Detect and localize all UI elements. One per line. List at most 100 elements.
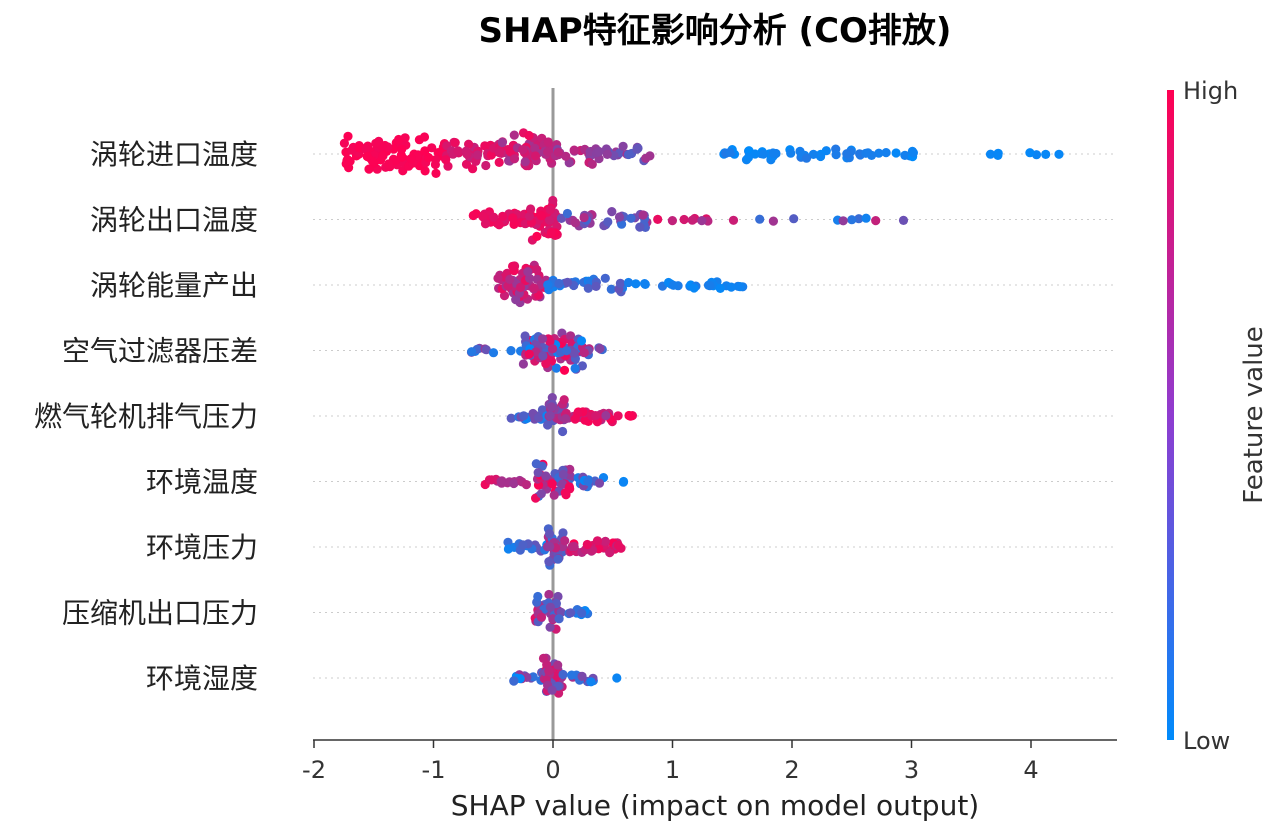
shap-point bbox=[554, 278, 564, 289]
shap-point bbox=[768, 148, 778, 158]
shap-point bbox=[871, 216, 881, 226]
shap-point bbox=[687, 215, 697, 225]
shap-point bbox=[472, 150, 483, 160]
shap-point bbox=[545, 542, 555, 552]
shap-point bbox=[842, 149, 852, 159]
shap-point bbox=[468, 210, 478, 221]
shap-point bbox=[547, 393, 557, 403]
shap-point bbox=[617, 219, 627, 229]
shap-point bbox=[735, 282, 745, 292]
shap-point bbox=[625, 411, 636, 421]
shap-point bbox=[632, 144, 642, 154]
shap-point bbox=[509, 478, 519, 489]
shap-point bbox=[524, 211, 535, 221]
shap-point bbox=[509, 130, 519, 140]
feature-label: 涡轮进口温度 bbox=[90, 138, 258, 171]
shap-point bbox=[728, 215, 739, 225]
shap-point bbox=[558, 426, 568, 437]
shap-point bbox=[547, 479, 557, 489]
shap-point bbox=[580, 415, 590, 425]
shap-point bbox=[538, 334, 548, 344]
data-points bbox=[339, 128, 1064, 698]
shap-point bbox=[801, 153, 812, 163]
shap-point bbox=[548, 344, 558, 354]
x-tick-label: 4 bbox=[1023, 756, 1038, 784]
shap-point bbox=[743, 152, 754, 163]
shap-point bbox=[548, 195, 558, 206]
shap-point bbox=[507, 261, 518, 271]
shap-point bbox=[898, 215, 909, 225]
shap-point bbox=[1025, 148, 1035, 158]
shap-point bbox=[583, 476, 593, 486]
shap-point bbox=[583, 283, 593, 293]
shap-point bbox=[553, 660, 563, 670]
shap-point bbox=[565, 464, 575, 474]
shap-point bbox=[545, 410, 555, 421]
shap-point bbox=[558, 469, 568, 480]
shap-point bbox=[631, 279, 641, 289]
shap-point bbox=[532, 231, 542, 241]
shap-point bbox=[427, 143, 437, 153]
x-tick-label: 3 bbox=[904, 756, 919, 784]
shap-point bbox=[524, 130, 534, 141]
shap-point bbox=[489, 212, 499, 222]
shap-point bbox=[985, 149, 996, 159]
feature-labels: 涡轮进口温度涡轮出口温度涡轮能量产出空气过滤器压差燃气轮机排气压力环境温度环境压… bbox=[34, 138, 258, 695]
shap-point bbox=[1041, 149, 1051, 159]
shap-point bbox=[343, 131, 353, 141]
shap-point bbox=[345, 156, 355, 166]
shap-point bbox=[536, 612, 547, 622]
shap-point bbox=[394, 134, 404, 145]
shap-point bbox=[544, 529, 555, 539]
shap-point bbox=[562, 208, 573, 219]
shap-point bbox=[478, 212, 488, 222]
shap-point bbox=[544, 215, 555, 225]
shap-point bbox=[577, 608, 587, 618]
shap-point bbox=[547, 685, 557, 695]
x-axis-title: SHAP value (impact on model output) bbox=[451, 789, 979, 822]
shap-point bbox=[758, 149, 769, 159]
shap-point bbox=[591, 281, 601, 291]
shap-point bbox=[1054, 149, 1064, 159]
shap-point bbox=[891, 148, 901, 158]
colorbar-low-label: Low bbox=[1183, 727, 1230, 755]
shap-point bbox=[908, 148, 919, 158]
shap-point bbox=[509, 154, 520, 164]
shap-point bbox=[530, 143, 540, 153]
shap-point bbox=[565, 331, 576, 341]
shap-point bbox=[847, 215, 857, 225]
shap-point bbox=[453, 146, 463, 156]
shap-point bbox=[484, 475, 495, 485]
shap-point bbox=[558, 669, 568, 680]
shap-point bbox=[541, 359, 551, 369]
x-tick-label: -1 bbox=[422, 756, 446, 784]
shap-point bbox=[493, 273, 503, 283]
shap-point bbox=[613, 411, 623, 421]
colorbar-title: Feature value bbox=[1239, 326, 1269, 504]
feature-label: 环境压力 bbox=[146, 531, 258, 564]
shap-point bbox=[515, 282, 526, 292]
shap-point bbox=[900, 150, 910, 160]
feature-label: 涡轮能量产出 bbox=[90, 269, 258, 302]
shap-point bbox=[544, 557, 554, 567]
shap-point bbox=[570, 414, 580, 424]
shap-point bbox=[867, 150, 877, 160]
shap-point bbox=[854, 214, 864, 224]
shap-point bbox=[874, 148, 884, 158]
shap-point bbox=[545, 336, 555, 347]
shap-point bbox=[538, 351, 548, 361]
shap-point bbox=[347, 145, 357, 155]
shap-point bbox=[543, 147, 553, 157]
shap-point bbox=[638, 210, 648, 220]
shap-point bbox=[705, 281, 715, 291]
shap-point bbox=[383, 159, 394, 169]
shap-point bbox=[424, 153, 434, 163]
shap-point bbox=[419, 132, 430, 142]
shap-point bbox=[567, 670, 577, 680]
shap-point bbox=[546, 228, 556, 238]
shap-point bbox=[378, 151, 388, 161]
shap-point bbox=[768, 216, 779, 226]
shap-point bbox=[560, 536, 570, 546]
shap-point bbox=[561, 346, 572, 356]
shap-point bbox=[361, 144, 371, 154]
